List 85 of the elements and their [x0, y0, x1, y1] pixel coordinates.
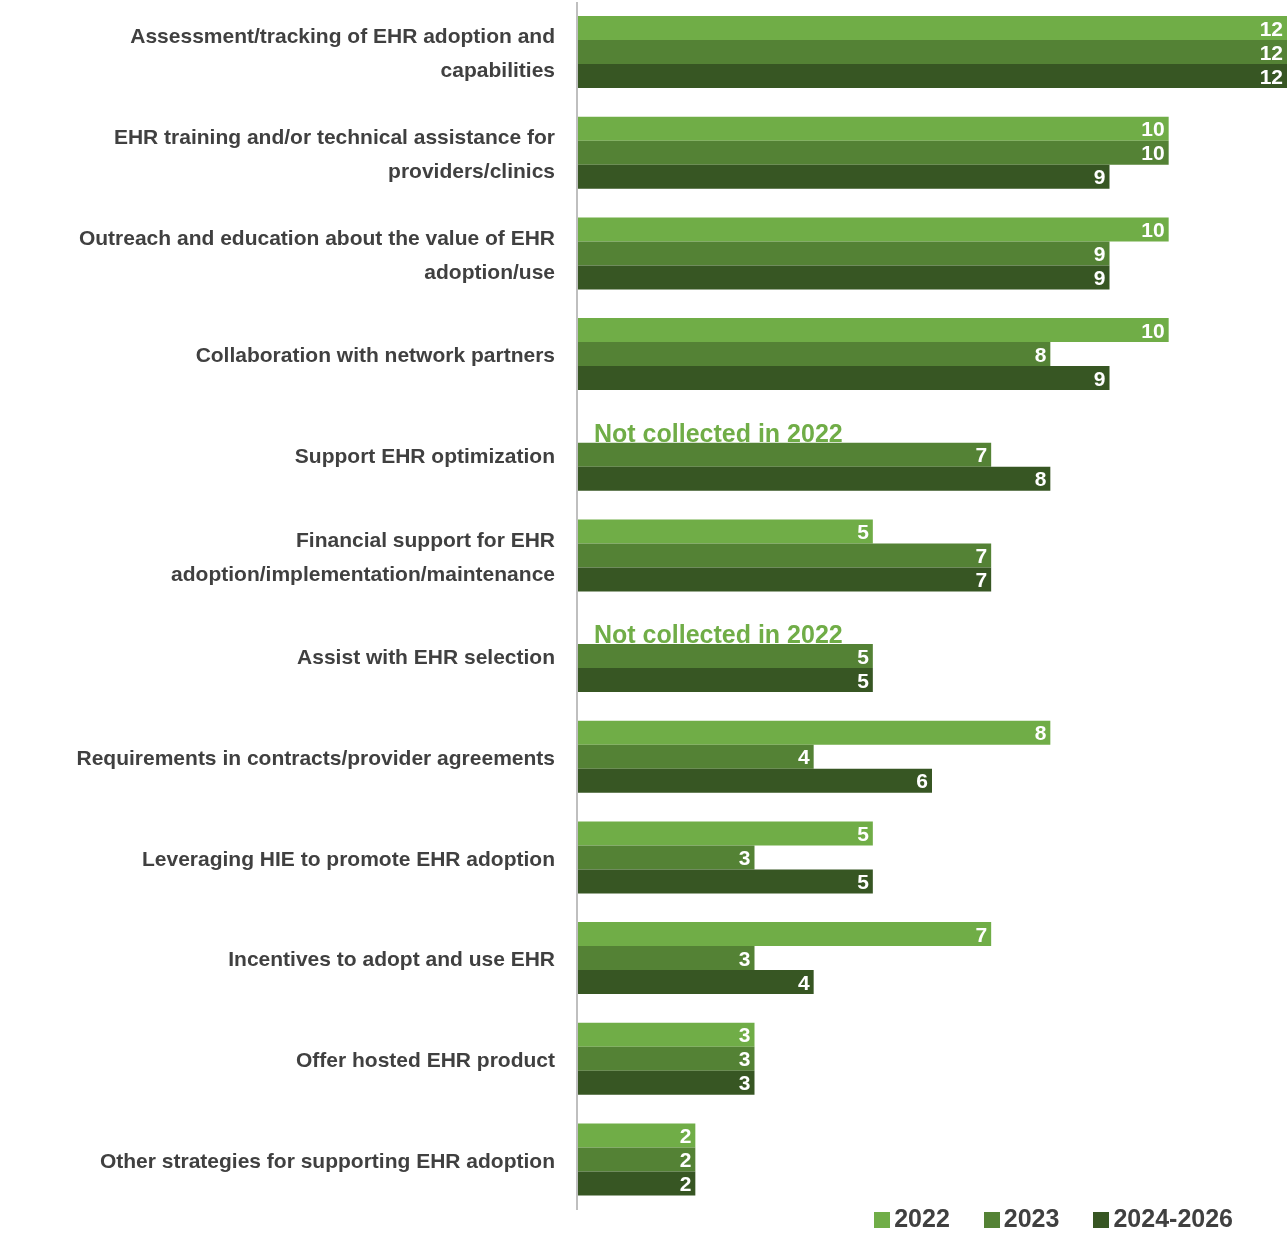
data-label: 5	[857, 821, 870, 845]
data-label: 4	[797, 970, 810, 994]
data-label: 2	[679, 1123, 692, 1147]
y-tick-label: Requirements in contracts/provider agreements	[76, 745, 555, 769]
bar	[577, 64, 1287, 89]
bar	[577, 1123, 696, 1148]
data-label: 8	[1034, 721, 1047, 745]
data-label: 4	[797, 745, 810, 769]
bar	[577, 768, 932, 793]
data-label: 8	[1034, 342, 1047, 366]
bar	[577, 1171, 696, 1196]
bar	[577, 869, 873, 894]
data-label: 5	[857, 668, 870, 692]
bar	[577, 1147, 696, 1172]
bar	[577, 567, 992, 592]
data-label: 6	[916, 769, 928, 793]
y-tick-label: Outreach and education about the value of EHR adoption/use	[78, 225, 555, 283]
data-label: 7	[975, 922, 988, 946]
y-tick-label: Assessment/tracking of EHR adoption and capabilities	[130, 23, 555, 81]
annotation: Not collected in 2022	[594, 620, 843, 649]
data-label: 9	[1093, 241, 1106, 265]
data-label: 12	[1259, 16, 1283, 40]
y-tick-label: EHR training and/or technical assistance for providers/clinics	[113, 124, 555, 182]
data-label: 5	[857, 519, 870, 543]
data-label: 7	[975, 543, 988, 567]
data-label: 7	[975, 443, 988, 467]
data-label: 3	[738, 1071, 751, 1095]
y-tick-label: Support EHR optimization	[294, 443, 555, 467]
bar	[577, 1046, 755, 1071]
data-label: 3	[738, 845, 751, 869]
data-label: 5	[857, 644, 870, 668]
legend-label: 2024-2026	[1113, 1204, 1233, 1232]
data-label: 10	[1141, 217, 1165, 241]
data-label: 8	[1034, 467, 1047, 491]
data-label: 10	[1141, 117, 1165, 141]
data-label: 9	[1093, 366, 1106, 390]
data-label: 3	[738, 946, 751, 970]
bar	[577, 519, 873, 544]
data-label: 9	[1093, 165, 1106, 189]
data-label: 2	[679, 1147, 692, 1171]
data-label: 10	[1141, 141, 1165, 165]
bar	[577, 946, 755, 971]
data-label: 3	[738, 1047, 751, 1071]
bar	[577, 543, 992, 568]
y-tick-label: Other strategies for supporting EHR adoption	[99, 1148, 555, 1172]
bar	[577, 1022, 755, 1047]
bar	[577, 466, 1051, 491]
y-tick-label: Leveraging HIE to promote EHR adoption	[141, 846, 555, 870]
data-label: 10	[1141, 318, 1165, 342]
bar	[577, 668, 873, 693]
bar	[577, 16, 1287, 41]
bar	[577, 644, 873, 669]
bar	[577, 116, 1169, 141]
annotation: Not collected in 2022	[594, 419, 843, 447]
bar	[577, 821, 873, 846]
legend-label: 2023	[1003, 1204, 1060, 1232]
bar	[577, 318, 1169, 343]
bar	[577, 1070, 755, 1095]
data-label: 12	[1259, 64, 1283, 88]
y-tick-label: Incentives to adopt and use EHR	[228, 946, 555, 970]
data-label: 12	[1259, 40, 1283, 64]
data-label: 5	[857, 869, 870, 893]
data-label: 9	[1093, 265, 1106, 289]
y-tick-label: Offer hosted EHR product	[295, 1047, 555, 1071]
bar	[577, 342, 1051, 367]
bar	[577, 164, 1110, 189]
y-tick-label: Collaboration with network partners	[195, 342, 555, 366]
y-tick-label: Financial support for EHR adoption/implementation/maintenance	[171, 527, 555, 585]
bar	[577, 241, 1110, 266]
bar	[577, 366, 1110, 391]
bar	[577, 744, 814, 769]
bar	[577, 970, 814, 995]
legend-label: 2022	[894, 1204, 950, 1232]
data-label: 3	[738, 1023, 751, 1047]
bar	[577, 845, 755, 870]
data-label: 7	[975, 567, 988, 591]
data-label: 2	[679, 1171, 692, 1195]
bar	[577, 442, 992, 467]
y-tick-label: Assist with EHR selection	[297, 644, 555, 668]
bar	[577, 265, 1110, 290]
bar	[577, 40, 1287, 65]
bar	[577, 140, 1169, 165]
bar	[577, 720, 1051, 745]
bar	[577, 217, 1169, 242]
bar	[577, 922, 992, 947]
